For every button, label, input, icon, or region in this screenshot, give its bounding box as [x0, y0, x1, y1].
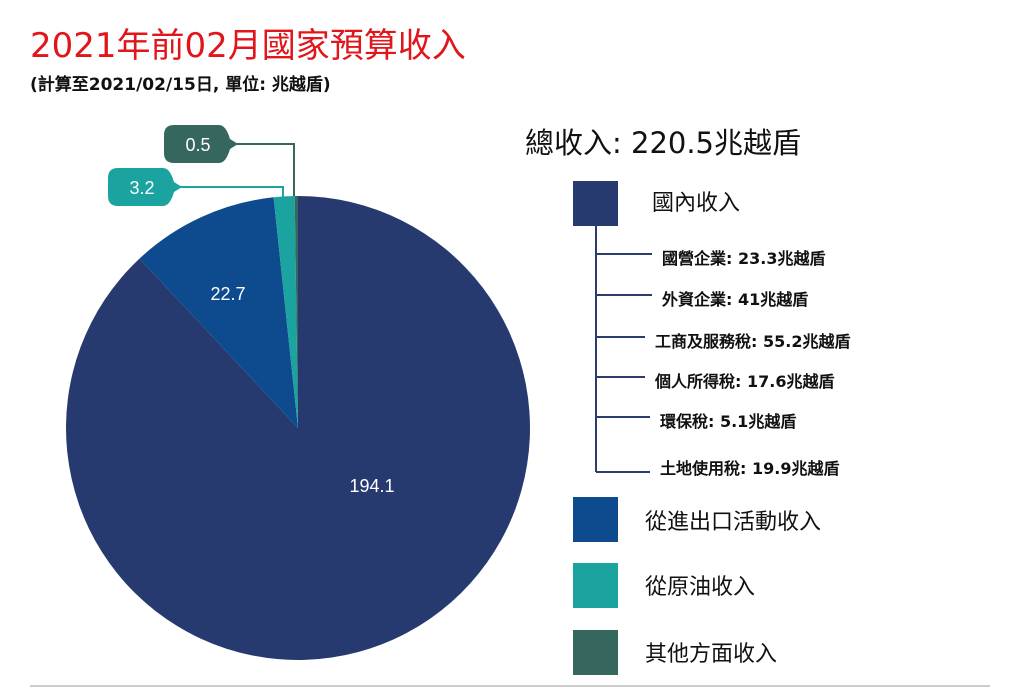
- pie-slice: [139, 197, 298, 428]
- pie-slice: [66, 196, 530, 661]
- pie-slice: [294, 196, 298, 428]
- legend-swatch-domestic: [573, 181, 618, 226]
- callout-bubble: [164, 125, 238, 163]
- legend-label-other: 其他方面收入: [645, 642, 778, 667]
- chart-subtitle: (計算至2021/02/15日, 單位: 兆越盾): [30, 75, 331, 95]
- legend-label-crude-oil: 從原油收入: [645, 575, 756, 600]
- pie-slice: [273, 196, 298, 428]
- data-label: 3.2: [129, 178, 154, 198]
- breakdown-item: 環保稅: 5.1兆越盾: [660, 412, 797, 431]
- breakdown-item: 外資企業: 41兆越盾: [662, 290, 809, 309]
- data-label: 194.1: [349, 476, 394, 496]
- breakdown-item: 國營企業: 23.3兆越盾: [662, 249, 826, 268]
- total-label: 總收入: 220.5兆越盾: [525, 126, 802, 160]
- legend-tree-lines: [595, 226, 652, 473]
- legend-swatch-crude-oil: [573, 563, 618, 608]
- data-label: 0.5: [185, 135, 210, 155]
- chart-title: 2021年前02月國家預算收入: [30, 26, 466, 66]
- data-label: 22.7: [210, 284, 245, 304]
- callout-leader: [168, 186, 284, 200]
- callout-bubble: [108, 168, 182, 206]
- legend-label-import-export: 從進出口活動收入: [645, 510, 822, 535]
- legend-swatch-import-export: [573, 497, 618, 542]
- callout-leader: [224, 143, 295, 196]
- breakdown-item: 土地使用稅: 19.9兆越盾: [660, 459, 840, 478]
- breakdown-item: 個人所得稅: 17.6兆越盾: [655, 372, 835, 391]
- legend-swatch-other: [573, 630, 618, 675]
- breakdown-item: 工商及服務稅: 55.2兆越盾: [655, 332, 851, 351]
- bottom-divider: [30, 685, 990, 687]
- legend-label-domestic: 國內收入: [652, 191, 741, 216]
